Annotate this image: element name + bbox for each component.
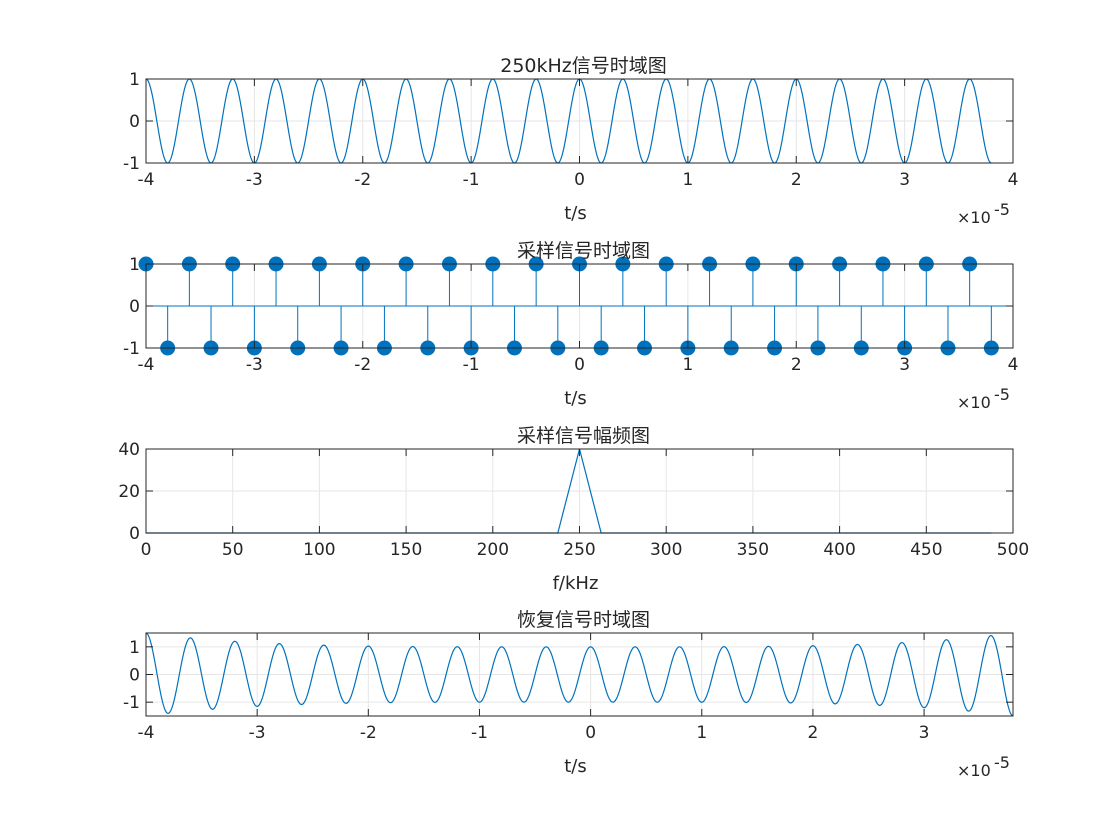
signal-line bbox=[146, 78, 992, 164]
x-tick-label: 0 bbox=[574, 355, 585, 375]
y-tick-label: 20 bbox=[118, 482, 140, 502]
x-tick-label: 4 bbox=[1008, 355, 1019, 375]
x-tick-label: -2 bbox=[354, 355, 371, 375]
y-tick-label: 40 bbox=[118, 440, 140, 460]
y-tick-label: 1 bbox=[129, 70, 140, 90]
x-exponent-value: -5 bbox=[994, 385, 1010, 404]
x-tick-label: -3 bbox=[246, 170, 263, 190]
x-axis-label: t/s bbox=[564, 756, 587, 777]
y-tick-label: 0 bbox=[129, 524, 140, 544]
y-tick-label: -1 bbox=[123, 693, 140, 713]
x-tick-label: 1 bbox=[682, 170, 693, 190]
subplot-3: 0 50 100 150 200 250 300 350 400 450 500 0 20 40 采样信号幅… bbox=[118, 425, 1029, 594]
x-tick-label: -3 bbox=[249, 723, 266, 743]
x-tick-label: 50 bbox=[222, 540, 244, 560]
x-tick-label: 200 bbox=[477, 540, 509, 560]
x-tick-label: 150 bbox=[390, 540, 422, 560]
x-tick-label: 2 bbox=[808, 723, 819, 743]
x-tick-label: 350 bbox=[737, 540, 769, 560]
x-tick-label: 500 bbox=[997, 540, 1029, 560]
x-tick-label: -4 bbox=[138, 723, 155, 743]
x-tick-label: 3 bbox=[899, 170, 910, 190]
y-tick-label: 1 bbox=[129, 255, 140, 275]
x-tick-label: -3 bbox=[246, 355, 263, 375]
x-tick-label: -1 bbox=[463, 170, 480, 190]
x-exponent-value: -5 bbox=[994, 753, 1010, 772]
recovered-signal-line bbox=[146, 632, 1013, 717]
x-tick-label: 0 bbox=[585, 723, 596, 743]
x-tick-label: -4 bbox=[138, 355, 155, 375]
x-tick-label: -2 bbox=[354, 170, 371, 190]
x-tick-label: 1 bbox=[696, 723, 707, 743]
x-tick-label: 2 bbox=[791, 355, 802, 375]
x-exponent-label: ×10 bbox=[957, 393, 991, 412]
plot-area bbox=[146, 632, 1013, 717]
x-exponent-value: -5 bbox=[994, 200, 1010, 219]
y-tick-label: 0 bbox=[129, 112, 140, 132]
subplot-4: -4 -3 -2 -1 0 1 2 3 -1 0 1 恢复信号时域图 t/s ×10 -5 bbox=[123, 609, 1014, 780]
x-axis-label: f/kHz bbox=[553, 573, 599, 594]
x-tick-label: 250 bbox=[563, 540, 595, 560]
subplot-title: 恢复信号时域图 bbox=[517, 609, 650, 631]
subplot-1: -4 -3 -2 -1 0 1 2 3 4 -1 0 1 250kHz信号时域图 t/s ×10 -5 bbox=[123, 55, 1018, 227]
x-tick-label: 4 bbox=[1008, 170, 1019, 190]
x-exponent-label: ×10 bbox=[957, 761, 991, 780]
x-tick-label: 0 bbox=[141, 540, 152, 560]
subplot-title: 250kHz信号时域图 bbox=[500, 55, 667, 77]
y-tick-label: 0 bbox=[129, 297, 140, 317]
x-tick-label: 3 bbox=[919, 723, 930, 743]
x-tick-label: 3 bbox=[899, 355, 910, 375]
x-exponent-label: ×10 bbox=[957, 208, 991, 227]
x-tick-label: -1 bbox=[463, 355, 480, 375]
y-tick-label: 1 bbox=[129, 638, 140, 658]
x-tick-label: -2 bbox=[360, 723, 377, 743]
subplot-title: 采样信号幅频图 bbox=[517, 425, 650, 447]
x-tick-label: -1 bbox=[471, 723, 488, 743]
x-tick-label: 1 bbox=[682, 355, 693, 375]
y-tick-label: -1 bbox=[123, 154, 140, 174]
y-tick-label: -1 bbox=[123, 339, 140, 359]
x-tick-label: 300 bbox=[650, 540, 682, 560]
x-tick-label: 400 bbox=[823, 540, 855, 560]
x-tick-label: 0 bbox=[574, 170, 585, 190]
x-tick-label: 100 bbox=[303, 540, 335, 560]
x-axis-label: t/s bbox=[564, 388, 587, 409]
y-tick-label: 0 bbox=[129, 666, 140, 686]
x-tick-label: 2 bbox=[791, 170, 802, 190]
subplot-2: -4 -3 -2 -1 0 1 2 3 4 -1 0 1 采样信号时域图 t/s ×10 -5 bbox=[123, 240, 1018, 412]
x-axis-label: t/s bbox=[564, 203, 587, 224]
x-tick-label: -4 bbox=[138, 170, 155, 190]
plot-area bbox=[146, 78, 992, 164]
subplot-title: 采样信号时域图 bbox=[517, 240, 650, 262]
x-tick-label: 450 bbox=[910, 540, 942, 560]
